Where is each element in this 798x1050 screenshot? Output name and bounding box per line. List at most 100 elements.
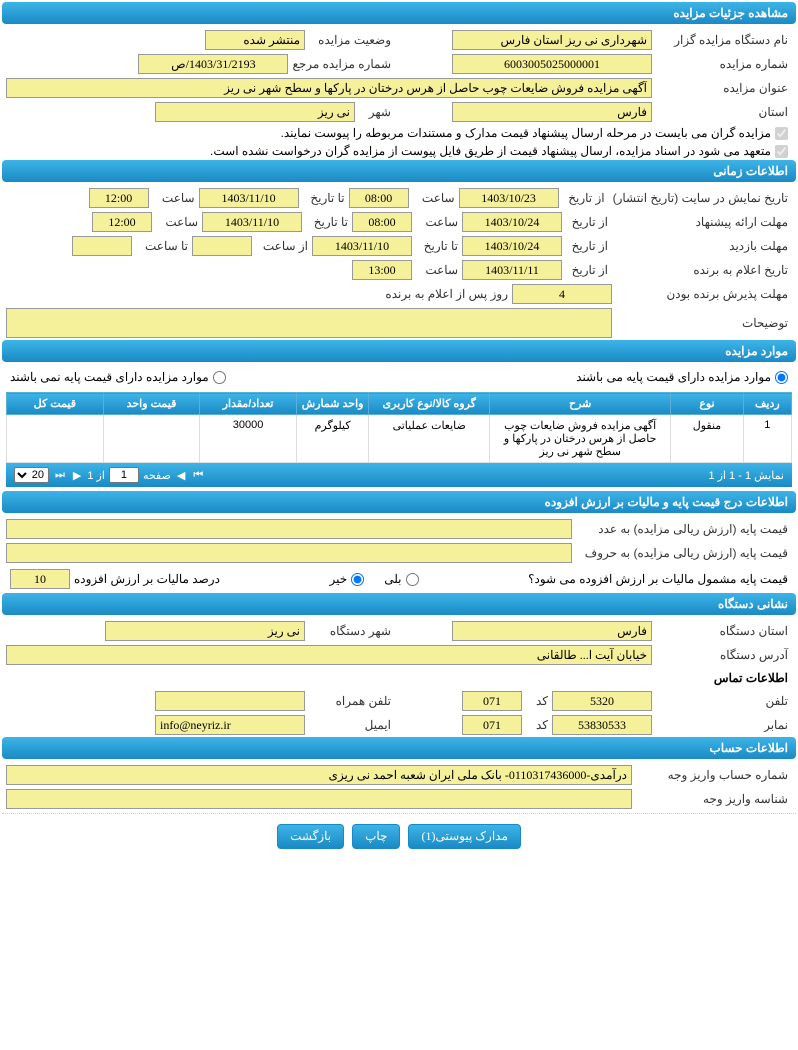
from-date-label-3: از تاریخ [562,237,612,255]
tax-percent-label: درصد مالیات بر ارزش افزوده [74,572,220,586]
contact-header: اطلاعات تماس [2,667,796,689]
status-input [205,30,305,50]
to-date-label-3: تا تاریخ [412,237,462,255]
pager-page-label: صفحه [143,469,171,482]
visit-from-time-input [192,236,252,256]
time-label-2: ساعت [149,189,199,207]
proposal-to-input [202,212,302,232]
print-button[interactable]: چاپ [352,824,400,849]
addr-city-input [105,621,305,641]
table-cell-unit_price [103,415,200,463]
account-id-input [6,789,632,809]
accept-input [512,284,612,304]
status-label: وضعیت مزایده [305,31,395,49]
pager-page-input[interactable] [109,467,139,483]
province-input [452,102,652,122]
section-items-header: موارد مزایده [2,340,796,362]
fax-code-input [462,715,522,735]
section-details-header: مشاهده جزئیات مزایده [2,2,796,24]
tax-yes-label[interactable]: بلی [384,572,418,586]
from-date-label-1: از تاریخ [559,189,609,207]
display-to-time-input [89,188,149,208]
phone-code-label: کد [522,692,552,710]
base-text-input [6,543,572,563]
table-cell-group: ضایعات عملیاتی [369,415,490,463]
city-input [155,102,355,122]
pager-prev-icon[interactable]: ◀ [175,469,187,482]
table-pager: نمایش 1 - 1 از 1 ⏮ ◀ صفحه از 1 ▶ ⏭ 20 [6,463,792,487]
tax-no-radio[interactable] [351,573,364,586]
table-row: 1منقولآگهی مزایده فروش ضایعات چوب حاصل ا… [7,415,792,463]
to-date-label-2: تا تاریخ [302,213,352,231]
radio-no-base-text: موارد مزایده دارای قیمت پایه نمی باشند [10,370,209,384]
col-desc: شرح [490,393,671,415]
attachments-button[interactable]: مدارک پیوستی(1) [408,824,520,849]
base-text-label: قیمت پایه (ارزش ریالی مزایده) به حروف [572,544,792,562]
email-label: ایمیل [305,716,395,734]
col-row: ردیف [743,393,791,415]
radio-has-base-label[interactable]: موارد مزایده دارای قیمت پایه می باشند [576,370,788,384]
org-label: نام دستگاه مزایده گزار [652,31,792,49]
addr-address-input [6,645,652,665]
desc-label: توضیحات [612,314,792,332]
time-label-3: ساعت [412,213,462,231]
radio-has-base[interactable] [775,371,788,384]
account-id-label: شناسه واریز وجه [632,790,792,808]
account-input [6,765,632,785]
pager-last-icon[interactable]: ⏭ [53,469,67,482]
col-total-price: قیمت کل [7,393,104,415]
visit-from-input [462,236,562,256]
visit-label: مهلت بازدید [612,237,792,255]
table-cell-row: 1 [743,415,791,463]
addr-province-input [452,621,652,641]
tax-no-text: خیر [330,572,348,586]
table-cell-unit: کیلوگرم [296,415,368,463]
col-qty: تعداد/مقدار [200,393,297,415]
proposal-from-input [462,212,562,232]
display-from-time-input [349,188,409,208]
section-price-header: اطلاعات درج قیمت پایه و مالیات بر ارزش ا… [2,491,796,513]
accept-unit: روز پس از اعلام به برنده [362,285,512,303]
table-cell-desc: آگهی مزایده فروش ضایعات چوب حاصل از هرس … [490,415,671,463]
check1-text: مزایده گران می بایست در مرحله ارسال پیشن… [281,126,771,140]
mobile-label: تلفن همراه [305,692,395,710]
tax-yes-radio[interactable] [406,573,419,586]
mobile-input [155,691,305,711]
proposal-from-time-input [352,212,412,232]
section-account-header: اطلاعات حساب [2,737,796,759]
time-label-5: ساعت [412,261,462,279]
display-label: تاریخ نمایش در سایت (تاریخ انتشار) [609,189,792,207]
phone-code-input [462,691,522,711]
pager-first-icon[interactable]: ⏮ [191,469,205,482]
table-cell-total_price [7,415,104,463]
province-label: استان [652,103,792,121]
fax-code-label: کد [522,716,552,734]
check2-text: متعهد می شود در اسناد مزایده، ارسال پیشن… [210,144,771,158]
tax-question: قیمت پایه مشمول مالیات بر ارزش افزوده می… [528,572,788,586]
ref-no-label: شماره مزایده مرجع [288,55,395,73]
visit-to-input [312,236,412,256]
pager-display: نمایش 1 - 1 از 1 [708,469,784,482]
to-time-label: تا ساعت [132,237,192,255]
pager-of-label: از 1 [87,469,105,482]
proposal-label: مهلت ارائه پیشنهاد [612,213,792,231]
from-date-label-2: از تاریخ [562,213,612,231]
city-label: شهر [355,103,395,121]
items-table: ردیف نوع شرح گروه کالا/نوع کاربری واحد ش… [6,392,792,463]
winner-time-input [352,260,412,280]
addr-address-label: آدرس دستگاه [652,646,792,664]
winner-label: تاریخ اعلام به برنده [612,261,792,279]
phone-label: تلفن [652,692,792,710]
radio-no-base-label[interactable]: موارد مزایده دارای قیمت پایه نمی باشند [10,370,226,384]
back-button[interactable]: بازگشت [277,824,344,849]
addr-province-label: استان دستگاه [652,622,792,640]
from-time-label: از ساعت [252,237,312,255]
tax-no-label[interactable]: خیر [330,572,365,586]
time-label-4: ساعت [152,213,202,231]
pager-next-icon[interactable]: ▶ [71,469,83,482]
auction-no-label: شماره مزایده [652,55,792,73]
section-addr-header: نشانی دستگاه [2,593,796,615]
pager-size-select[interactable]: 20 [14,467,49,483]
base-num-input [6,519,572,539]
radio-no-base[interactable] [213,371,226,384]
